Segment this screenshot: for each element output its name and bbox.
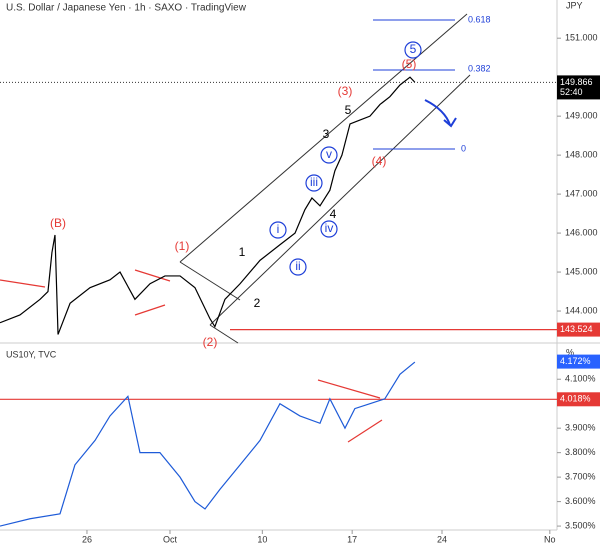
channel-line <box>209 324 239 344</box>
y-tick-label: 4.100% <box>565 374 596 384</box>
wave-label: (B) <box>50 216 66 230</box>
y-tick-label: 147.000 <box>565 188 598 198</box>
wave-label: (3) <box>338 84 353 98</box>
y-tick-label: 3.900% <box>565 423 596 433</box>
pane-title: US10Y, TVC <box>6 349 57 359</box>
wave-label: iii <box>310 175 318 189</box>
wave-circle <box>320 146 338 164</box>
level-label: 143.524 <box>560 324 593 334</box>
last-price-tag <box>557 75 600 100</box>
chart-title: U.S. Dollar / Japanese Yen · 1h · SAXO ·… <box>6 3 247 14</box>
wave-label: v <box>326 147 332 161</box>
y-tick-label: 3.700% <box>565 472 596 482</box>
wave-label: 5 <box>345 103 352 117</box>
wave-label: iv <box>325 221 334 235</box>
projection-arrow <box>424 99 457 128</box>
wave-circle <box>289 258 307 276</box>
price-line <box>0 361 416 527</box>
x-tick-label: Oct <box>163 534 178 544</box>
wave-label: 1 <box>239 245 246 259</box>
unit: % <box>566 347 574 357</box>
y-tick-label: 149.000 <box>565 111 598 121</box>
wave-circle <box>305 174 323 192</box>
wave-label: (1) <box>175 239 190 253</box>
wave-label: 3 <box>323 127 330 141</box>
y-tick-label: 151.000 <box>565 33 598 43</box>
trend-line <box>134 269 171 282</box>
level-tag <box>557 392 600 407</box>
wave-label: 5 <box>410 42 417 56</box>
currency: JPY <box>566 0 583 10</box>
level-tag <box>557 322 600 337</box>
wave-label: (4) <box>372 154 387 168</box>
y-tick-label: 145.000 <box>565 266 598 276</box>
wave-label: 0 <box>461 143 466 153</box>
channel-line <box>209 74 471 326</box>
y-tick-label: 148.000 <box>565 150 598 160</box>
wave-label: i <box>277 222 280 236</box>
x-tick-label: No <box>544 534 556 544</box>
wave-circle <box>269 221 287 239</box>
trend-line <box>134 304 166 316</box>
wave-label: (2) <box>203 335 218 349</box>
last-price-label: 4.172% <box>560 356 591 366</box>
level-label: 4.018% <box>560 394 591 404</box>
x-tick-label: 26 <box>82 534 92 544</box>
wave-circle <box>404 41 422 59</box>
y-tick-label: 3.600% <box>565 496 596 506</box>
wave-label: 0.382 <box>468 63 491 73</box>
triangles <box>0 269 383 443</box>
last-price-tag <box>557 354 600 369</box>
wave-label: 0.618 <box>468 14 491 24</box>
price-line <box>0 76 416 335</box>
wave-label: 2 <box>254 296 261 310</box>
fib-lines <box>373 19 455 150</box>
trend-line <box>317 379 381 399</box>
trend-line <box>0 279 46 288</box>
y-tick-label: 3.800% <box>565 447 596 457</box>
wave-label: ii <box>295 259 300 273</box>
last-price-label: 149.866 <box>560 77 593 87</box>
wave-label: 4 <box>330 207 337 221</box>
y-tick-label: 144.000 <box>565 305 598 315</box>
y-tick-label: 146.000 <box>565 227 598 237</box>
countdown: 52:40 <box>560 87 583 97</box>
trend-line <box>347 419 383 443</box>
y-tick-label: 3.500% <box>565 520 596 530</box>
x-tick-label: 10 <box>257 534 267 544</box>
x-tick-label: 17 <box>347 534 357 544</box>
wave-circle <box>320 220 338 238</box>
settings-icon[interactable] <box>573 532 593 546</box>
wave-label: (5) <box>402 57 417 71</box>
x-tick-label: 24 <box>437 534 447 544</box>
